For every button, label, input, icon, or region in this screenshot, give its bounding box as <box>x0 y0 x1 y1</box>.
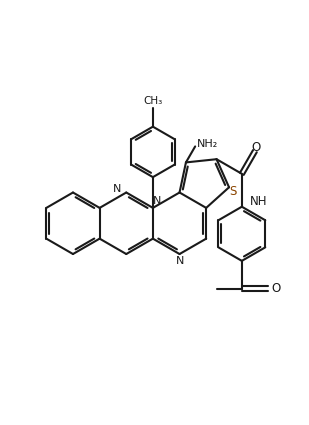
Text: O: O <box>252 141 261 154</box>
Text: S: S <box>229 185 236 198</box>
Text: NH₂: NH₂ <box>197 139 218 149</box>
Text: N: N <box>152 196 161 206</box>
Text: N: N <box>176 256 184 266</box>
Text: CH₃: CH₃ <box>143 96 163 106</box>
Text: NH: NH <box>250 195 267 208</box>
Text: O: O <box>272 282 281 295</box>
Text: N: N <box>113 184 121 194</box>
